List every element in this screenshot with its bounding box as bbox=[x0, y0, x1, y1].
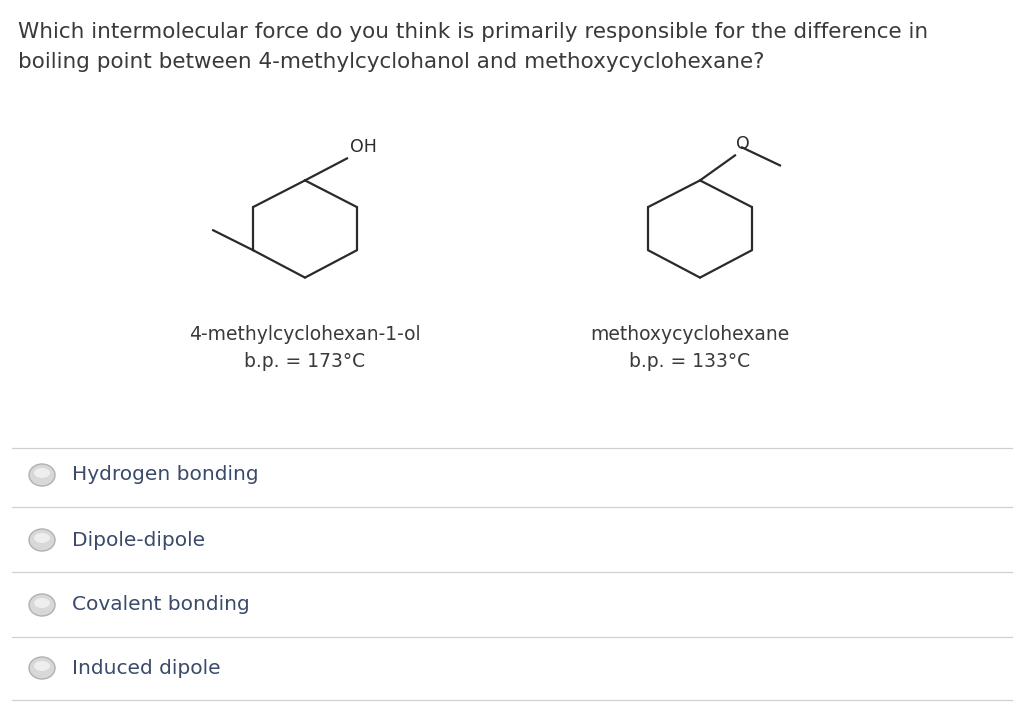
Text: b.p. = 173°C: b.p. = 173°C bbox=[245, 352, 366, 371]
Text: Induced dipole: Induced dipole bbox=[72, 658, 220, 677]
Ellipse shape bbox=[34, 533, 50, 543]
Text: b.p. = 133°C: b.p. = 133°C bbox=[630, 352, 751, 371]
Ellipse shape bbox=[29, 657, 55, 679]
Ellipse shape bbox=[34, 598, 50, 608]
Text: Which intermolecular force do you think is primarily responsible for the differe: Which intermolecular force do you think … bbox=[18, 22, 928, 42]
Text: boiling point between 4-methylcyclohanol and methoxycyclohexane?: boiling point between 4-methylcyclohanol… bbox=[18, 52, 765, 72]
Text: 4-methylcyclohexan-1-ol: 4-methylcyclohexan-1-ol bbox=[189, 325, 421, 344]
Text: Dipole-dipole: Dipole-dipole bbox=[72, 530, 205, 550]
Ellipse shape bbox=[29, 529, 55, 551]
Ellipse shape bbox=[34, 661, 50, 671]
Text: methoxycyclohexane: methoxycyclohexane bbox=[591, 325, 790, 344]
Ellipse shape bbox=[29, 464, 55, 486]
Text: Covalent bonding: Covalent bonding bbox=[72, 596, 250, 614]
Text: Hydrogen bonding: Hydrogen bonding bbox=[72, 466, 259, 484]
Text: OH: OH bbox=[350, 138, 377, 156]
Ellipse shape bbox=[29, 594, 55, 616]
Ellipse shape bbox=[34, 468, 50, 478]
Text: O: O bbox=[736, 136, 750, 153]
